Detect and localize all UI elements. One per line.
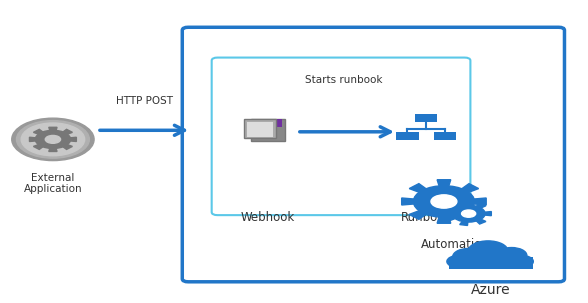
Circle shape [45,135,61,143]
Circle shape [12,118,94,161]
FancyBboxPatch shape [212,58,470,215]
Polygon shape [484,211,492,216]
Text: Runbook: Runbook [400,211,452,224]
Polygon shape [461,210,479,219]
Circle shape [35,130,71,148]
Polygon shape [409,184,427,193]
Polygon shape [441,195,447,207]
Circle shape [452,205,485,222]
Polygon shape [460,202,468,206]
Polygon shape [49,148,57,152]
Text: External
Application: External Application [24,173,82,194]
FancyBboxPatch shape [415,114,437,122]
FancyBboxPatch shape [449,257,533,269]
Circle shape [468,241,508,261]
Polygon shape [437,216,451,223]
Polygon shape [29,137,35,142]
Polygon shape [409,210,427,219]
Polygon shape [49,127,57,130]
Circle shape [413,186,475,217]
FancyBboxPatch shape [182,27,564,282]
Polygon shape [476,219,486,224]
Polygon shape [71,137,76,142]
Polygon shape [461,184,479,193]
Polygon shape [63,145,72,149]
FancyBboxPatch shape [247,122,273,137]
FancyBboxPatch shape [396,132,419,140]
FancyBboxPatch shape [244,119,276,138]
Polygon shape [63,129,72,134]
Text: HTTP POST: HTTP POST [116,96,172,106]
FancyBboxPatch shape [268,119,282,127]
Circle shape [431,195,457,208]
Circle shape [510,255,533,268]
Circle shape [453,248,485,265]
Text: Webhook: Webhook [240,211,295,224]
Circle shape [496,248,527,263]
Polygon shape [437,180,451,187]
Circle shape [21,123,85,156]
Circle shape [16,121,89,158]
FancyBboxPatch shape [434,132,456,140]
Polygon shape [476,203,486,208]
Polygon shape [446,216,456,221]
Polygon shape [446,207,456,211]
Polygon shape [34,129,43,134]
Polygon shape [460,221,468,225]
Circle shape [462,210,476,217]
Text: Azure: Azure [471,283,511,297]
Text: Starts runbook: Starts runbook [305,75,383,85]
Circle shape [447,255,470,268]
Polygon shape [402,198,415,205]
FancyBboxPatch shape [251,119,285,141]
Polygon shape [34,145,43,149]
Text: Automation: Automation [421,238,490,251]
Polygon shape [473,198,486,205]
